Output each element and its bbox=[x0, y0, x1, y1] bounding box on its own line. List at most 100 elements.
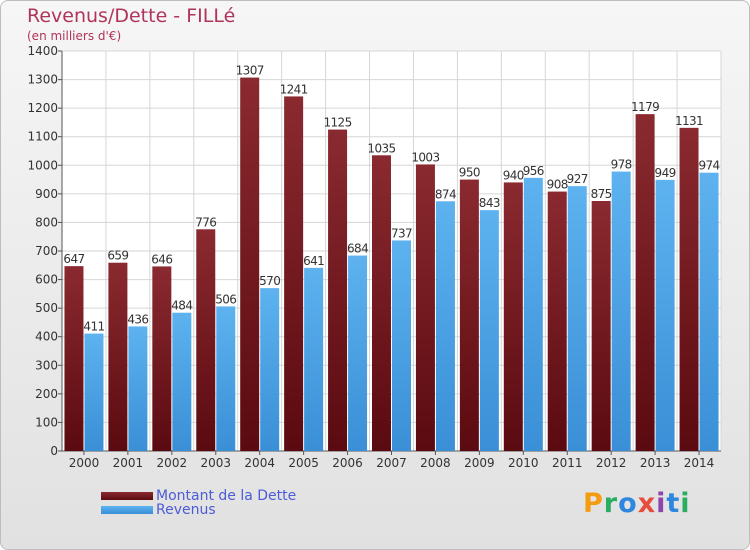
x-tick-label: 2011 bbox=[552, 456, 583, 470]
x-tick-label: 2014 bbox=[684, 456, 715, 470]
x-tick-label: 2001 bbox=[113, 456, 144, 470]
x-tick-label: 2002 bbox=[157, 456, 188, 470]
data-label-debt: 950 bbox=[459, 166, 480, 180]
bar-layer bbox=[64, 77, 719, 452]
chart-subtitle: (en milliers d'€) bbox=[27, 29, 122, 43]
bar-debt bbox=[591, 201, 611, 451]
bar-revenue bbox=[392, 240, 411, 451]
data-label-debt: 659 bbox=[107, 249, 128, 263]
y-tick-label: 300 bbox=[35, 358, 58, 372]
data-label-revenue: 641 bbox=[303, 254, 324, 268]
x-tick-label: 2004 bbox=[244, 456, 275, 470]
legend-item-debt: Montant de la Dette bbox=[101, 488, 296, 504]
y-tick-label: 0 bbox=[50, 444, 58, 458]
data-label-revenue: 484 bbox=[171, 299, 192, 313]
data-label-debt: 1131 bbox=[675, 114, 703, 128]
data-label-debt: 1125 bbox=[323, 116, 351, 130]
x-tick-label: 2003 bbox=[200, 456, 231, 470]
bar-revenue bbox=[699, 172, 719, 451]
bar-debt bbox=[240, 77, 260, 452]
x-tick-label: 2010 bbox=[508, 456, 539, 470]
data-label-debt: 1307 bbox=[236, 64, 264, 78]
logo-letter: t bbox=[666, 488, 681, 519]
data-label-revenue: 978 bbox=[611, 158, 632, 172]
bar-debt bbox=[459, 179, 479, 452]
x-tick-label: 2005 bbox=[288, 456, 319, 470]
data-label-revenue: 956 bbox=[523, 164, 544, 178]
chart-title: Revenus/Dette - FILLé bbox=[27, 5, 236, 27]
x-tick-label: 2000 bbox=[69, 456, 100, 470]
data-label-revenue: 436 bbox=[127, 312, 148, 326]
logo-letter: o bbox=[618, 488, 638, 519]
bar-revenue bbox=[348, 255, 368, 451]
logo-letter: i bbox=[656, 488, 667, 519]
data-label-debt: 875 bbox=[591, 187, 612, 201]
x-tick-label: 2007 bbox=[376, 456, 407, 470]
legend-swatch-debt bbox=[101, 492, 153, 500]
y-tick-label: 200 bbox=[35, 387, 58, 401]
data-label-revenue: 949 bbox=[655, 166, 676, 180]
legend-label-debt: Montant de la Dette bbox=[156, 488, 297, 504]
x-tick-label: 2009 bbox=[464, 456, 495, 470]
x-tick-label: 2006 bbox=[332, 456, 363, 470]
data-label-revenue: 874 bbox=[435, 187, 456, 201]
y-tick-label: 500 bbox=[35, 301, 58, 315]
data-label-debt: 647 bbox=[63, 252, 84, 266]
y-tick-label: 1300 bbox=[27, 73, 58, 87]
y-tick-label: 1000 bbox=[27, 158, 58, 172]
y-tick-label: 1100 bbox=[27, 130, 58, 144]
data-label-revenue: 737 bbox=[391, 226, 412, 240]
logo-letter: r bbox=[603, 488, 619, 519]
bar-debt bbox=[679, 127, 699, 451]
y-tick-label: 1400 bbox=[27, 44, 58, 58]
bar-revenue bbox=[128, 326, 148, 451]
bar-debt bbox=[152, 266, 172, 451]
y-tick-label: 800 bbox=[35, 215, 58, 229]
x-tick-label: 2008 bbox=[420, 456, 451, 470]
logo-letter: x bbox=[637, 488, 657, 519]
bar-debt bbox=[372, 155, 391, 452]
data-label-debt: 776 bbox=[195, 215, 216, 229]
y-tick-label: 700 bbox=[35, 244, 58, 258]
bar-debt bbox=[64, 266, 84, 451]
bar-debt bbox=[635, 114, 655, 452]
bar-revenue bbox=[655, 179, 675, 451]
y-tick-label: 900 bbox=[35, 187, 58, 201]
x-tick-label: 2012 bbox=[596, 456, 627, 470]
bar-debt bbox=[196, 229, 216, 451]
bar-revenue bbox=[172, 312, 192, 451]
legend-label-revenue: Revenus bbox=[156, 502, 216, 518]
grid-layer bbox=[61, 50, 722, 452]
data-label-debt: 646 bbox=[151, 252, 172, 266]
bar-debt bbox=[547, 191, 567, 452]
x-tick-label: 2013 bbox=[640, 456, 671, 470]
bar-revenue bbox=[523, 177, 543, 451]
data-label-debt: 1035 bbox=[367, 141, 395, 155]
y-tick-label: 100 bbox=[35, 415, 58, 429]
bar-revenue bbox=[260, 288, 280, 451]
bar-revenue bbox=[567, 186, 587, 451]
bar-revenue bbox=[435, 201, 455, 451]
bar-revenue bbox=[611, 171, 631, 452]
bar-debt bbox=[415, 164, 435, 451]
data-label-revenue: 974 bbox=[698, 159, 719, 173]
bar-revenue bbox=[304, 267, 324, 451]
data-label-revenue: 570 bbox=[259, 274, 280, 288]
label-layer: 0 100 200 300 400 500 600 700 800 900 1000 1100 1200… bbox=[27, 44, 720, 470]
proxiti-logo: Proxiti bbox=[583, 488, 691, 519]
bar-revenue bbox=[216, 306, 236, 451]
logo-letter: P bbox=[583, 488, 604, 519]
logo-letter: i bbox=[680, 488, 691, 519]
data-label-revenue: 927 bbox=[567, 172, 588, 186]
data-label-revenue: 411 bbox=[83, 320, 104, 334]
y-tick-label: 400 bbox=[35, 330, 58, 344]
data-label-revenue: 506 bbox=[215, 292, 236, 306]
bar-debt bbox=[284, 96, 304, 451]
y-tick-label: 600 bbox=[35, 273, 58, 287]
data-label-revenue: 684 bbox=[347, 242, 368, 256]
bar-debt bbox=[503, 182, 523, 451]
bar-revenue bbox=[479, 210, 499, 451]
bar-debt bbox=[108, 262, 128, 451]
